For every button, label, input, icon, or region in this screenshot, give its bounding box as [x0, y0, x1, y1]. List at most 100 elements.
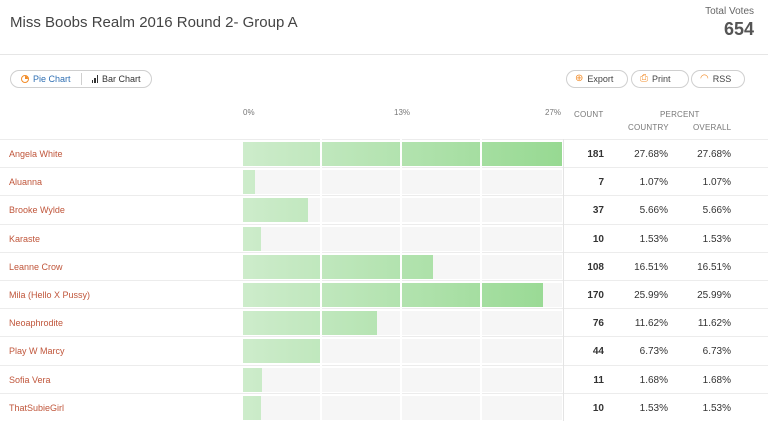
- bar-chart-icon: [91, 75, 99, 83]
- axis-tick-2: 27%: [545, 108, 562, 117]
- table-row: Brooke Wylde 37 5.66% 5.66%: [0, 195, 768, 223]
- bar: [243, 283, 543, 307]
- bar: [243, 339, 321, 364]
- export-button[interactable]: ⊕ Export: [566, 70, 628, 88]
- bar-track: [243, 339, 562, 364]
- table-row: Mila (Hello X Pussy) 170 25.99% 25.99%: [0, 280, 768, 308]
- print-icon: ⎙: [640, 73, 648, 84]
- count-divider: [563, 139, 564, 421]
- vote-count: 181: [587, 149, 604, 160]
- table-row: Aluanna 7 1.07% 1.07%: [0, 167, 768, 195]
- rss-icon: ◠: [700, 73, 709, 84]
- percent-overall: 6.73%: [702, 346, 731, 358]
- option-name[interactable]: Mila (Hello X Pussy): [9, 290, 91, 300]
- option-name[interactable]: Aluanna: [9, 177, 43, 188]
- bar-track: [243, 198, 562, 223]
- pie-chart-button[interactable]: Pie Chart: [11, 71, 81, 87]
- table-row: ThatSubieGirl 10 1.53% 1.53%: [0, 392, 768, 421]
- percent-overall: 16.51%: [697, 261, 731, 273]
- pie-chart-label: Pie Chart: [33, 74, 71, 84]
- grid-line-2: [400, 139, 402, 421]
- axis-tick-0: 0%: [243, 108, 255, 117]
- option-name[interactable]: Angela White: [9, 149, 63, 159]
- percent-country: 6.73%: [639, 346, 668, 358]
- print-label: Print: [652, 74, 671, 84]
- bar-track: [243, 311, 562, 336]
- poll-header: Miss Boobs Realm 2016 Round 2- Group A T…: [0, 0, 768, 55]
- grid-line-3: [480, 139, 482, 421]
- pie-chart-icon: [21, 75, 29, 83]
- percent-overall: 1.07%: [702, 177, 731, 189]
- percent-overall: 5.66%: [702, 205, 731, 217]
- vote-count: 7: [598, 177, 604, 189]
- percent-country: 1.53%: [639, 233, 668, 245]
- table-row: Neoaphrodite 76 11.62% 11.62%: [0, 308, 768, 336]
- option-name[interactable]: Play W Marcy: [9, 346, 65, 357]
- total-votes-label: Total Votes: [705, 6, 754, 17]
- table-row: Sofia Vera 11 1.68% 1.68%: [0, 364, 768, 393]
- bar-chart-button[interactable]: Bar Chart: [82, 71, 151, 87]
- percent-country: 25.99%: [634, 290, 668, 301]
- bar: [243, 142, 562, 166]
- percent-overall: 1.53%: [702, 402, 731, 414]
- percent-overall: 1.68%: [702, 374, 731, 386]
- percent-country: 1.07%: [639, 177, 668, 189]
- percent-country: 11.62%: [634, 318, 668, 330]
- percent-overall: 27.68%: [697, 149, 731, 160]
- toggle-divider: [80, 73, 82, 85]
- bar-track: [243, 226, 562, 251]
- option-name[interactable]: Leanne Crow: [9, 261, 63, 272]
- bar-track: [243, 254, 562, 279]
- export-label: Export: [587, 74, 614, 84]
- rss-label: RSS: [712, 74, 732, 84]
- table-row: Angela White 181 27.68% 27.68%: [0, 139, 768, 167]
- bar: [243, 170, 255, 195]
- table-row: Karaste 10 1.53% 1.53%: [0, 223, 768, 252]
- bar: [243, 311, 377, 336]
- percent-country: 1.53%: [639, 402, 668, 414]
- percent-country: 5.66%: [639, 205, 668, 217]
- poll-title: Miss Boobs Realm 2016 Round 2- Group A: [10, 14, 298, 31]
- bar-track: [243, 395, 562, 420]
- bar-track: [243, 142, 562, 166]
- count-column-header: COUNT: [574, 110, 604, 119]
- percent-overall: 1.53%: [702, 233, 731, 245]
- export-icon: ⊕: [575, 73, 584, 84]
- table-row: Play W Marcy 44 6.73% 6.73%: [0, 336, 768, 364]
- axis-tick-1: 13%: [394, 108, 411, 117]
- country-column-header: COUNTRY: [628, 123, 669, 132]
- option-name[interactable]: Neoaphrodite: [9, 318, 64, 329]
- table-row: Leanne Crow 108 16.51% 16.51%: [0, 251, 768, 280]
- bar: [243, 395, 261, 420]
- option-name[interactable]: Brooke Wylde: [9, 205, 65, 216]
- bar: [243, 254, 433, 279]
- option-name[interactable]: ThatSubieGirl: [9, 402, 65, 413]
- percent-column-header: PERCENT: [660, 110, 700, 119]
- vote-count: 10: [592, 402, 604, 414]
- vote-count: 11: [593, 374, 604, 386]
- total-votes-value: 654: [723, 19, 754, 39]
- bar: [243, 226, 261, 251]
- rss-button[interactable]: ◠ RSS: [691, 70, 745, 88]
- vote-count: 76: [592, 318, 604, 330]
- overall-column-header: OVERALL: [693, 123, 732, 132]
- percent-country: 1.68%: [639, 374, 668, 386]
- percent-country: 27.68%: [634, 149, 668, 160]
- bar-track: [243, 283, 562, 307]
- percent-overall: 11.62%: [697, 318, 731, 330]
- bar-track: [243, 367, 562, 392]
- percent-country: 16.51%: [634, 261, 668, 273]
- vote-count: 108: [587, 261, 604, 273]
- vote-count: 10: [592, 233, 604, 245]
- bar: [243, 198, 308, 223]
- option-name[interactable]: Sofia Vera: [9, 374, 51, 385]
- chart-type-toggle: Pie Chart Bar Chart: [10, 70, 152, 88]
- print-button[interactable]: ⎙ Print: [631, 70, 689, 88]
- option-name[interactable]: Karaste: [9, 233, 41, 244]
- bar-chart-label: Bar Chart: [102, 74, 141, 84]
- percent-overall: 25.99%: [697, 290, 731, 301]
- vote-count: 37: [592, 205, 604, 217]
- vote-count: 170: [587, 290, 604, 301]
- bar: [243, 367, 262, 392]
- grid-line-1: [320, 139, 322, 421]
